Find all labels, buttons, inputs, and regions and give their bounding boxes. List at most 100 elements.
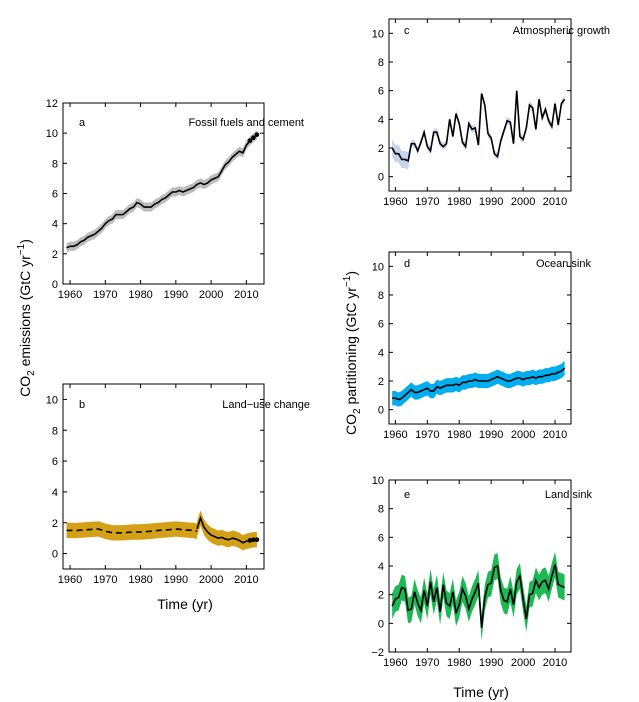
x-tick-label-d-2010: 2010 [543,429,567,441]
x-tick-label-a-1970: 1970 [93,289,117,301]
x-tick-label-e-1980: 1980 [447,657,471,669]
x-tick-label-b-1990: 1990 [164,574,188,586]
y-tick-label-e-4: 4 [378,561,384,573]
y-tick-label-e-10: 10 [372,475,384,487]
y-tick-label-d-6: 6 [378,319,384,331]
panel-e-line [391,564,565,628]
y-tick-label-e--2: −2 [371,647,384,659]
data-point-b-2011 [247,538,253,543]
series-line-c [391,90,566,163]
panel-d-frame [388,251,572,425]
y-tick-label-a-4: 4 [52,219,58,231]
y-tick-label-a-12: 12 [46,98,58,110]
left-xlabel: Time (yr) [157,596,212,612]
x-tick-label-a-1960: 1960 [58,289,82,301]
y-tick-label-a-0: 0 [52,279,58,291]
y-tick-label-b-8: 8 [52,425,58,437]
y-tick-label-b-0: 0 [52,549,58,561]
panel-c-frame [388,18,572,192]
x-tick-label-b-1980: 1980 [128,574,152,586]
panel-c-ticks: 1960 1970 1980 1990 2000 2010 0 2 4 6 8 10 [372,19,571,208]
y-tick-label-d-8: 8 [378,290,384,302]
y-tick-label-a-2: 2 [52,249,58,261]
panel-a-frame [62,102,265,285]
panel-d: 1960 1970 1980 1990 2000 2010 0 2 4 6 8 10 d Ocean … [372,251,591,441]
x-tick-label-d-1980: 1980 [447,429,471,441]
x-tick-label-c-1970: 1970 [415,196,439,208]
data-point-a-2013 [254,132,260,137]
series-line-e [391,564,565,628]
x-tick-label-e-1960: 1960 [383,657,407,669]
x-tick-label-e-2000: 2000 [511,657,535,669]
panel-a-ticks: 1960 1970 1980 1990 2000 2010 0 2 4 6 8 10 12 [46,98,264,301]
uncertainty-band-b [197,510,257,551]
y-tick-label-a-8: 8 [52,158,58,170]
panel-b-frame [62,383,265,570]
series-line-a [66,134,258,249]
right-xlabel: Time (yr) [453,684,508,700]
data-point-a-2011 [247,138,253,144]
panel-d-line [392,367,566,401]
y-tick-label-b-6: 6 [52,456,58,468]
series-line-d [392,367,566,401]
x-tick-label-b-1970: 1970 [93,574,117,586]
panel-b-title: Land−use change [222,399,310,411]
x-tick-label-c-1960: 1960 [383,196,407,208]
panel-a-band [66,130,257,253]
uncertainty-band-d [392,360,565,407]
x-tick-label-e-1970: 1970 [415,657,439,669]
y-tick-label-a-10: 10 [46,128,58,140]
panel-c-line [391,90,566,163]
x-tick-label-c-1980: 1980 [447,196,471,208]
panel-a-title: Fossil fuels and cement [188,117,304,129]
series-line-b-recent [196,515,257,544]
x-tick-label-c-2000: 2000 [511,196,535,208]
x-tick-label-b-1960: 1960 [58,574,82,586]
y-tick-label-b-4: 4 [52,487,58,499]
y-tick-label-c-8: 8 [378,57,384,69]
panel-a-line [66,134,258,249]
panel-c-title: Atmospheric growth [513,25,610,37]
y-tick-label-c-4: 4 [378,114,384,126]
uncertainty-band-a [66,130,257,253]
left-ylabel: CO2 emissions (GtC yr−1) [16,239,37,397]
y-tick-label-d-10: 10 [372,261,384,273]
x-tick-label-e-2010: 2010 [543,657,567,669]
panel-b-letter: b [79,399,85,411]
y-tick-label-b-10: 10 [46,394,58,406]
panel-e-band [392,551,565,641]
panel-d-ticks: 1960 1970 1980 1990 2000 2010 0 2 4 6 8 10 [372,252,571,441]
panel-a-markers [247,132,260,144]
right-ylabel: CO2 partitioning (GtC yr−1) [342,271,363,435]
y-tick-label-d-4: 4 [378,347,384,359]
panel-c: 1960 1970 1980 1990 2000 2010 0 2 4 6 8 10 c Atmosp… [372,18,610,208]
x-tick-label-a-1980: 1980 [128,289,152,301]
panel-e-title: Land sink [545,489,593,501]
x-tick-label-e-1990: 1990 [479,657,503,669]
y-tick-label-d-0: 0 [378,405,384,417]
series-line-b [66,528,198,534]
panel-b: 1960 1970 1980 1990 2000 2010 0 2 4 6 8 10 b Land−u… [46,383,310,586]
y-tick-label-e-8: 8 [378,504,384,516]
y-tick-label-b-2: 2 [52,518,58,530]
data-point-b-2013 [254,537,260,543]
y-tick-label-c-2: 2 [378,143,384,155]
panel-e: 1960 1970 1980 1990 2000 2010 −2 0 2 4 6 8 10 e Land… [371,475,592,669]
y-tick-label-e-2: 2 [378,590,384,602]
y-tick-label-e-0: 0 [378,618,384,630]
data-point-a-2012 [251,135,256,140]
uncertainty-band-e [392,551,565,641]
y-tick-label-c-6: 6 [378,86,384,98]
x-tick-label-a-2000: 2000 [199,289,223,301]
x-tick-label-c-1990: 1990 [479,196,503,208]
panel-b-band [66,510,257,551]
y-tick-label-a-6: 6 [52,189,58,201]
y-tick-label-e-6: 6 [378,532,384,544]
y-tick-label-d-2: 2 [378,376,384,388]
y-tick-label-c-0: 0 [378,172,384,184]
x-tick-label-b-2010: 2010 [234,574,258,586]
y-tick-label-c-10: 10 [372,28,384,40]
panel-d-band [392,360,565,407]
x-tick-label-c-2010: 2010 [543,196,567,208]
uncertainty-band-b [66,521,198,541]
